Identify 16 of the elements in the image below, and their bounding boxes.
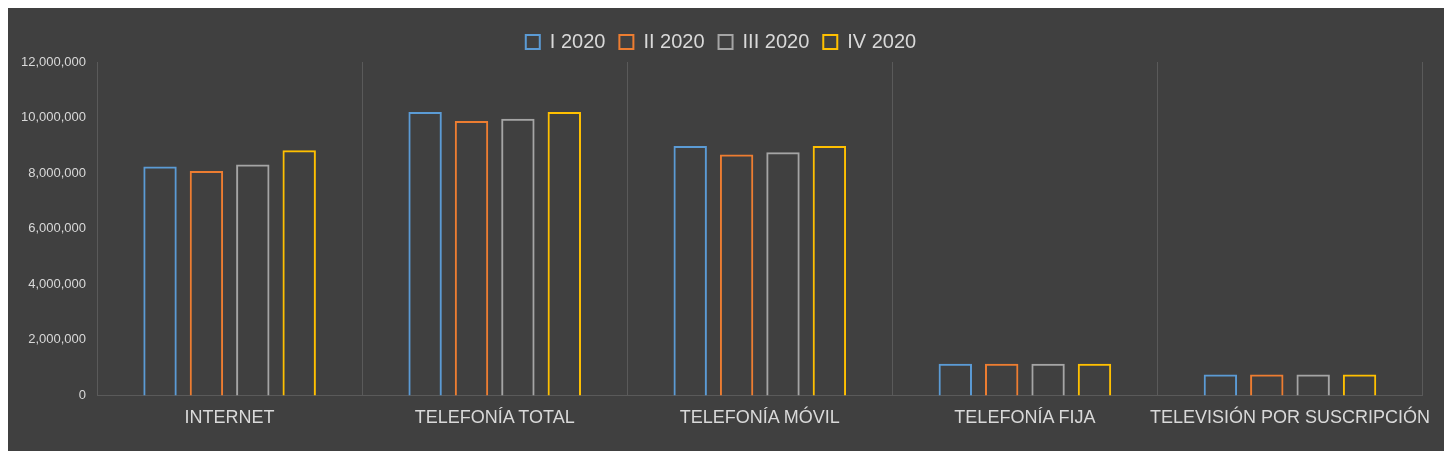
y-tick-label: 2,000,000: [28, 331, 87, 347]
legend-label: I 2020: [549, 29, 606, 52]
x-tick-label: TELEFONÍA TOTAL: [414, 407, 575, 428]
y-tick-label: 6,000,000: [28, 220, 87, 236]
y-tick-label: 8,000,000: [28, 164, 87, 180]
legend-label: III 2020: [742, 29, 810, 52]
y-tick-label: 12,000,000: [20, 53, 87, 69]
y-tick-label: 4,000,000: [28, 275, 87, 291]
legend-label: IV 2020: [847, 29, 917, 52]
y-tick-label: 10,000,000: [20, 109, 87, 125]
x-tick-label: TELEFONÍA MÓVIL: [679, 406, 840, 428]
x-tick-label: TELEFONÍA FIJA: [954, 407, 1096, 428]
legend-label: II 2020: [643, 29, 705, 52]
x-tick-label: TELEVISIÓN POR SUSCRIPCIÓN: [1149, 406, 1430, 428]
y-tick-label: 0: [78, 386, 87, 402]
x-tick-label: INTERNET: [184, 407, 275, 428]
